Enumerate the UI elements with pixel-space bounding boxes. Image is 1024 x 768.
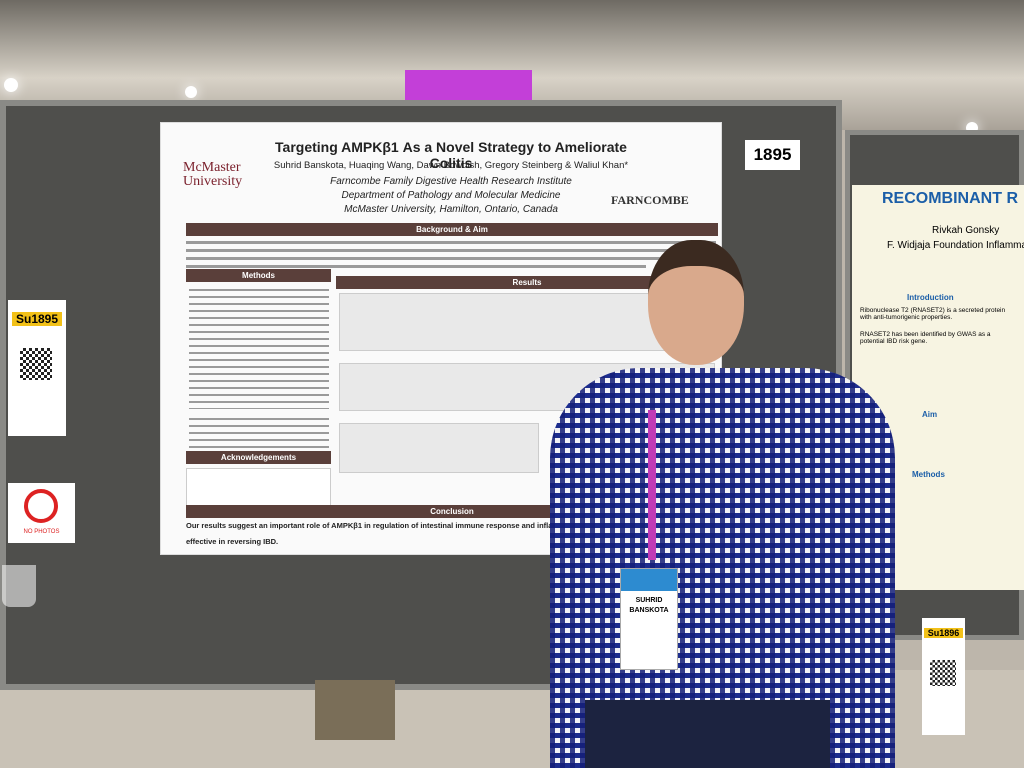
badge-last-name: BANSKOTA xyxy=(629,607,669,614)
neighbor-author: Rivkah Gonsky xyxy=(932,225,1000,236)
no-photo-icon xyxy=(24,489,58,523)
cup xyxy=(2,565,36,607)
lanyard xyxy=(648,410,656,560)
neighbor-section: Aim xyxy=(922,410,938,419)
neighbor-affiliation: F. Widjaja Foundation Inflamma xyxy=(887,240,1024,251)
tag: Su1896 xyxy=(922,618,965,735)
light xyxy=(185,86,197,98)
legs-behind xyxy=(315,680,395,740)
logos xyxy=(186,468,331,506)
poster: McMaster University Targeting AMPKβ1 As … xyxy=(160,122,722,555)
logo: McMaster University xyxy=(183,160,243,189)
tag-label: Su1896 xyxy=(924,628,963,638)
authors: Suhrid Banskota, Huaqing Wang, Dawn Bowd… xyxy=(273,160,629,171)
text-line xyxy=(186,241,716,244)
neighbor-section: Methods xyxy=(912,470,945,479)
qr-code xyxy=(20,348,52,380)
qr-code xyxy=(930,660,956,686)
text-line xyxy=(186,257,716,260)
light xyxy=(4,78,18,92)
text-line xyxy=(189,418,329,448)
no-photo-sign: NO PHOTOS xyxy=(8,483,75,543)
tag: Su1895 xyxy=(8,300,66,436)
department: Department of Pathology and Molecular Me… xyxy=(341,190,561,201)
section-header: Results xyxy=(336,276,718,289)
conclusion: Our results suggest an important role of… xyxy=(186,521,606,530)
person-pants xyxy=(585,700,830,768)
partner-logo: FARNCOMBE xyxy=(611,193,689,207)
board-number: 1895 xyxy=(745,140,800,170)
section-header: Acknowledgements xyxy=(186,451,331,464)
neighbor-section: Introduction xyxy=(907,293,954,302)
address: McMaster University, Hamilton, Ontario, … xyxy=(344,204,558,215)
badge-header xyxy=(621,569,677,591)
section-header: Methods xyxy=(186,269,331,282)
poster-title: Targeting AMPKβ1 As a Novel Strategy to … xyxy=(275,139,627,171)
neighbor-point: Ribonuclease T2 (RNASET2) is a secreted … xyxy=(860,307,1006,321)
figure xyxy=(339,423,539,473)
badge-first-name: SUHRID xyxy=(635,597,663,604)
text-line xyxy=(186,249,716,252)
badge: SUHRID BANSKOTA xyxy=(620,568,678,670)
sign-label: NO PHOTOS xyxy=(23,529,60,535)
tag-label: Su1895 xyxy=(12,312,62,326)
person-head xyxy=(648,240,744,365)
institute: Farncombe Family Digestive Health Resear… xyxy=(330,176,572,187)
text-line xyxy=(186,265,646,268)
text-line xyxy=(189,289,329,409)
neighbor-title: RECOMBINANT R xyxy=(882,190,1018,207)
neighbor-point: RNASET2 has been identified by GWAS as a… xyxy=(860,331,991,345)
conclusion: effective in reversing IBD. xyxy=(186,537,279,546)
section-header: Background & Aim xyxy=(186,223,718,236)
